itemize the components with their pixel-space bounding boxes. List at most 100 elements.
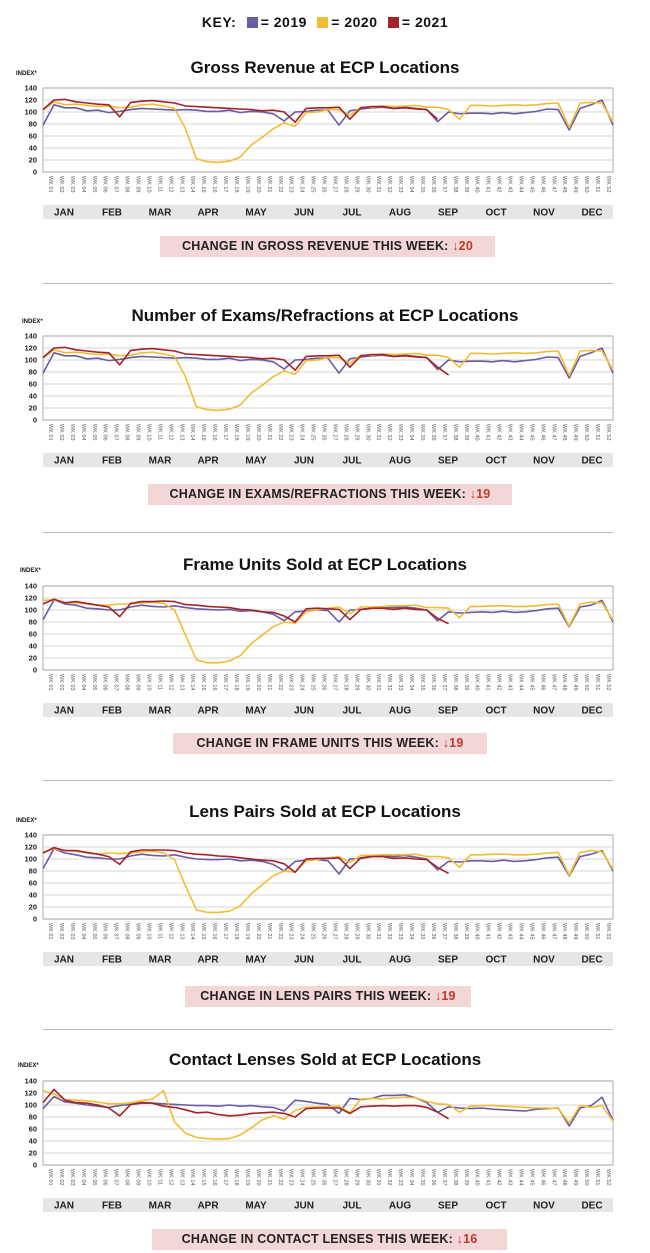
week-tick-label: WK 30	[364, 1169, 370, 1186]
week-tick-label: WK 28	[342, 674, 348, 691]
chart-title: Lens Pairs Sold at ECP Locations	[189, 802, 461, 821]
week-tick-label: WK 44	[517, 424, 523, 441]
month-label: NOV	[533, 706, 555, 717]
section-divider	[43, 283, 613, 284]
week-tick-label: WK 22	[277, 674, 283, 691]
month-label: MAR	[149, 955, 173, 966]
week-tick-label: WK 05	[91, 424, 97, 441]
week-tick-label: WK 13	[178, 1169, 184, 1186]
change-banner-lens-pairs: CHANGE IN LENS PAIRS THIS WEEK: ↓19	[185, 986, 471, 1007]
week-tick-label: WK 46	[539, 674, 545, 691]
week-tick-label: WK 38	[452, 424, 458, 441]
week-tick-label: WK 17	[222, 1169, 228, 1186]
week-tick-label: WK 17	[222, 923, 228, 940]
week-tick-label: WK 24	[299, 674, 305, 691]
week-tick-label: WK 50	[583, 176, 589, 193]
week-tick-label: WK 28	[342, 176, 348, 193]
y-tick-label: 0	[33, 666, 37, 675]
week-tick-label: WK 19	[244, 176, 250, 193]
week-tick-label: WK 39	[463, 176, 469, 193]
week-tick-label: WK 16	[211, 923, 217, 940]
week-tick-label: WK 21	[266, 923, 272, 940]
series-line-2021	[42, 846, 449, 875]
week-tick-label: WK 30	[364, 923, 370, 940]
y-tick-label: 120	[24, 594, 37, 603]
line-chart-frame-units: 0 20 40 60 80 100 120 140 WK 01 WK 02 WK 03 WK 04 WK…	[24, 582, 614, 717]
week-tick-label: WK 34	[408, 923, 414, 940]
week-tick-label: WK 44	[517, 674, 523, 691]
month-label: OCT	[485, 456, 506, 467]
week-tick-label: WK 13	[178, 923, 184, 940]
week-tick-label: WK 49	[572, 176, 578, 193]
week-tick-label: WK 41	[485, 424, 491, 441]
week-tick-label: WK 20	[255, 923, 261, 940]
week-tick-label: WK 20	[255, 1169, 261, 1186]
change-banner-exams-refractions: CHANGE IN EXAMS/REFRACTIONS THIS WEEK: ↓…	[148, 484, 512, 505]
week-tick-label: WK 37	[441, 1169, 447, 1186]
month-band	[43, 952, 613, 966]
month-label: MAR	[149, 208, 173, 219]
y-tick-label: 140	[24, 332, 37, 341]
week-tick-label: WK 44	[517, 1169, 523, 1186]
week-tick-label: WK 44	[517, 176, 523, 193]
month-band	[43, 1198, 613, 1212]
week-tick-label: WK 11	[156, 923, 162, 939]
week-tick-label: WK 34	[408, 176, 414, 193]
month-label: SEP	[438, 208, 458, 219]
week-tick-label: WK 46	[539, 1169, 545, 1186]
week-tick-label: WK 43	[507, 176, 513, 193]
month-label: FEB	[102, 208, 122, 219]
week-tick-label: WK 19	[244, 674, 250, 691]
chart-title: Frame Units Sold at ECP Locations	[182, 555, 468, 574]
week-tick-label: WK 39	[463, 424, 469, 441]
week-tick-label: WK 50	[583, 424, 589, 441]
series-line-2021	[42, 1088, 450, 1120]
week-tick-label: WK 18	[233, 1169, 239, 1186]
week-tick-label: WK 26	[321, 176, 327, 193]
week-tick-label: WK 31	[375, 424, 381, 441]
month-label: JAN	[54, 1201, 74, 1212]
legend-key: KEY: = 2019 = 2020 = 2021	[0, 14, 650, 30]
week-tick-label: WK 36	[430, 674, 436, 691]
week-tick-label: WK 36	[430, 1169, 436, 1186]
week-tick-label: WK 15	[200, 424, 206, 441]
week-tick-label: WK 35	[419, 424, 425, 441]
week-tick-label: WK 18	[233, 424, 239, 441]
month-label: AUG	[389, 208, 411, 219]
week-tick-label: WK 19	[244, 1169, 250, 1186]
y-tick-label: 100	[24, 356, 37, 365]
week-tick-label: WK 29	[353, 923, 359, 940]
y-tick-label: 100	[24, 1101, 37, 1110]
week-tick-label: WK 24	[299, 1169, 305, 1186]
month-label: MAR	[149, 1201, 173, 1212]
week-tick-label: WK 37	[441, 923, 447, 940]
y-axis-label: INDEX*	[20, 568, 41, 574]
week-tick-label: WK 03	[69, 176, 75, 193]
month-label: DEC	[581, 955, 602, 966]
month-label: MAY	[245, 706, 267, 717]
y-axis-label: INDEX*	[18, 1063, 39, 1069]
month-label: NOV	[533, 208, 555, 219]
month-label: JAN	[54, 955, 74, 966]
plot-frame	[42, 1080, 614, 1166]
week-tick-label: WK 21	[266, 674, 272, 691]
week-tick-label: WK 40	[474, 923, 480, 940]
week-tick-label: WK 07	[113, 424, 119, 441]
week-tick-label: WK 36	[430, 176, 436, 193]
week-tick-label: WK 11	[156, 424, 162, 440]
y-tick-label: 100	[24, 108, 37, 117]
week-tick-label: WK 48	[561, 674, 567, 691]
week-tick-label: WK 51	[594, 674, 600, 691]
week-tick-label: WK 34	[408, 1169, 414, 1186]
week-tick-label: WK 03	[69, 1169, 75, 1186]
month-band	[43, 453, 613, 467]
week-tick-label: WK 29	[353, 424, 359, 441]
week-tick-label: WK 11	[156, 674, 162, 690]
y-tick-label: 0	[33, 416, 37, 425]
week-tick-label: WK 50	[583, 674, 589, 691]
week-tick-label: WK 10	[145, 176, 151, 193]
week-tick-label: WK 51	[594, 176, 600, 193]
week-tick-label: WK 27	[331, 923, 337, 940]
week-tick-label: WK 30	[364, 176, 370, 193]
line-chart-lens-pairs: 0 20 40 60 80 100 120 140 WK 01 WK 02 WK 03 WK 04 WK…	[24, 831, 614, 966]
